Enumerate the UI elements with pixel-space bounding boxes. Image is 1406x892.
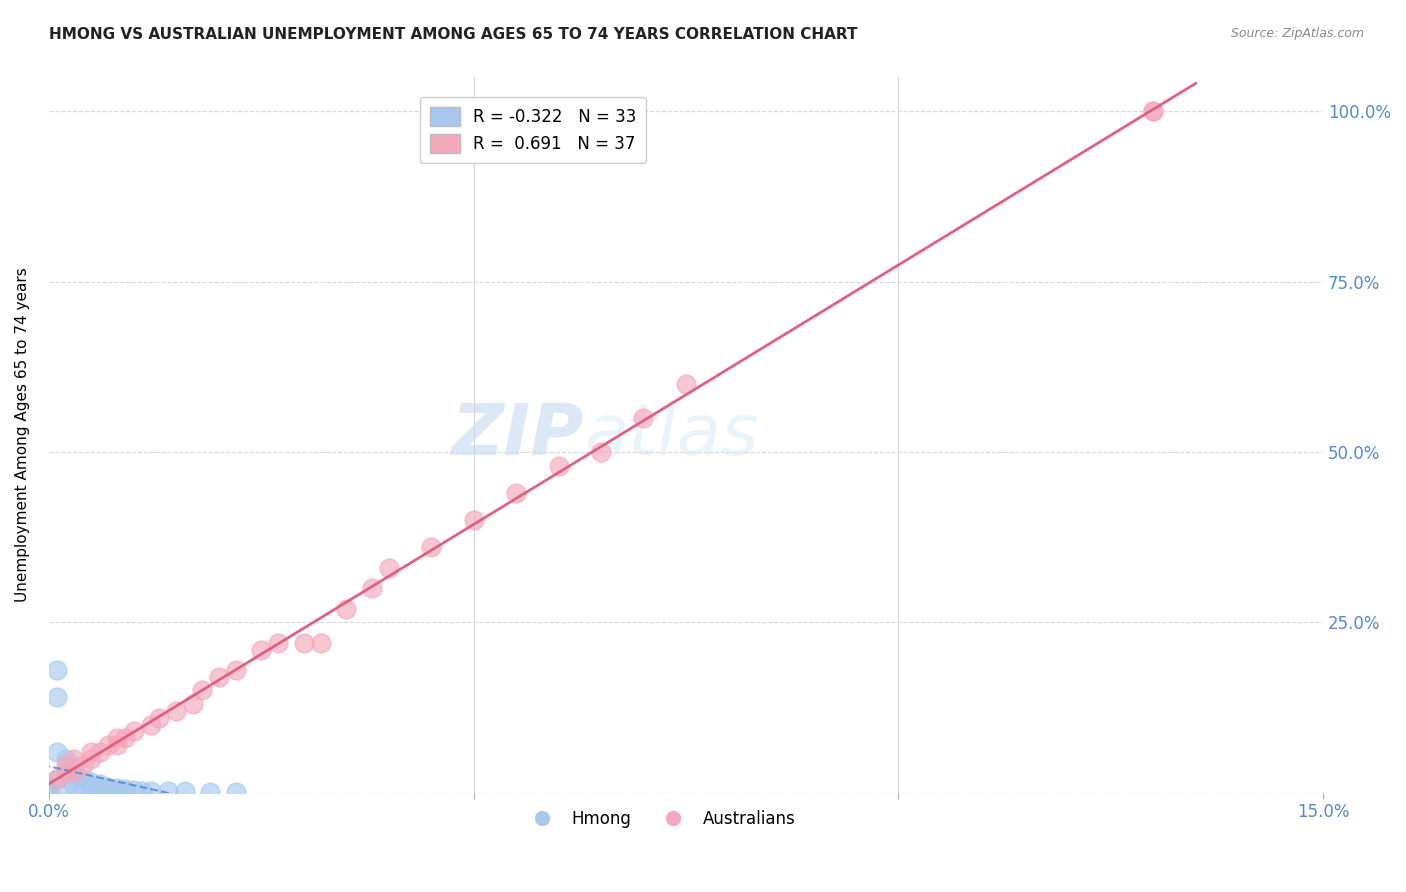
Point xyxy=(46,663,69,677)
Point xyxy=(105,738,128,752)
Point xyxy=(63,769,86,783)
Point xyxy=(190,683,212,698)
Point xyxy=(55,765,77,780)
Point xyxy=(1142,104,1164,119)
Point xyxy=(165,704,187,718)
Point xyxy=(181,697,204,711)
Point xyxy=(139,783,162,797)
Point xyxy=(46,745,69,759)
Point xyxy=(114,782,136,797)
Point xyxy=(38,782,60,797)
Point xyxy=(505,486,527,500)
Point xyxy=(420,541,443,555)
Point xyxy=(55,779,77,793)
Point xyxy=(72,772,94,786)
Point xyxy=(46,772,69,786)
Point xyxy=(63,779,86,793)
Point xyxy=(148,711,170,725)
Point xyxy=(360,582,382,596)
Point xyxy=(89,745,111,759)
Point xyxy=(38,786,60,800)
Point xyxy=(250,642,273,657)
Point xyxy=(38,779,60,793)
Point xyxy=(55,758,77,772)
Y-axis label: Unemployment Among Ages 65 to 74 years: Unemployment Among Ages 65 to 74 years xyxy=(15,268,30,602)
Point xyxy=(267,636,290,650)
Point xyxy=(1142,104,1164,119)
Point xyxy=(80,779,103,793)
Text: Source: ZipAtlas.com: Source: ZipAtlas.com xyxy=(1230,27,1364,40)
Point xyxy=(97,738,120,752)
Point xyxy=(72,758,94,772)
Point xyxy=(131,783,153,797)
Point xyxy=(80,782,103,797)
Text: HMONG VS AUSTRALIAN UNEMPLOYMENT AMONG AGES 65 TO 74 YEARS CORRELATION CHART: HMONG VS AUSTRALIAN UNEMPLOYMENT AMONG A… xyxy=(49,27,858,42)
Point xyxy=(122,783,145,797)
Point xyxy=(80,751,103,765)
Point xyxy=(208,670,231,684)
Point xyxy=(97,782,120,797)
Point xyxy=(55,765,77,780)
Point xyxy=(139,717,162,731)
Legend: Hmong, Australians: Hmong, Australians xyxy=(519,803,803,834)
Point xyxy=(309,636,332,650)
Point xyxy=(80,775,103,789)
Point xyxy=(225,785,247,799)
Point xyxy=(105,780,128,795)
Text: ZIP: ZIP xyxy=(451,401,583,469)
Point xyxy=(335,601,357,615)
Point xyxy=(633,411,655,425)
Point xyxy=(63,765,86,780)
Point xyxy=(63,751,86,765)
Point xyxy=(675,376,697,391)
Point xyxy=(105,731,128,746)
Point xyxy=(55,751,77,765)
Point xyxy=(114,731,136,746)
Point xyxy=(46,772,69,786)
Point xyxy=(292,636,315,650)
Point xyxy=(89,780,111,795)
Point xyxy=(114,783,136,797)
Point xyxy=(97,780,120,795)
Point xyxy=(547,458,569,473)
Point xyxy=(156,784,179,798)
Point xyxy=(122,724,145,739)
Point xyxy=(225,663,247,677)
Point xyxy=(46,690,69,705)
Point xyxy=(377,561,399,575)
Text: atlas: atlas xyxy=(583,401,759,469)
Point xyxy=(589,445,612,459)
Point xyxy=(72,779,94,793)
Point xyxy=(173,784,195,798)
Point xyxy=(198,785,221,799)
Point xyxy=(463,513,485,527)
Point xyxy=(63,762,86,776)
Point xyxy=(80,745,103,759)
Point xyxy=(89,777,111,791)
Point xyxy=(105,783,128,797)
